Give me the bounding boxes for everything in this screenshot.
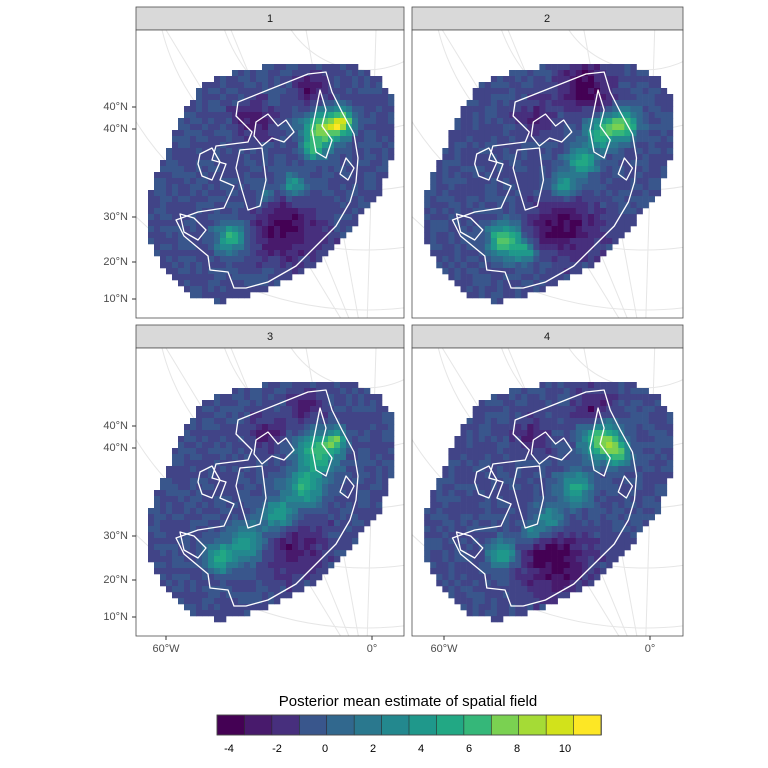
colorbar-tick-label: 2 — [370, 743, 376, 755]
colorbar-swatches — [216, 714, 602, 736]
colorbar-tick-label: 8 — [514, 743, 520, 755]
panel-border-3 — [135, 347, 405, 637]
lon-label-60w: 60°W — [152, 643, 180, 655]
facet-strip-label-1: 1 — [267, 13, 273, 25]
lon-label-0: 0° — [645, 643, 656, 655]
facet-panel-2: 2 — [411, 6, 684, 319]
legend-title: Posterior mean estimate of spatial field — [279, 693, 537, 710]
lat-label-40n-lower: 40°N — [103, 442, 128, 454]
colorbar-tick-label: 10 — [559, 743, 571, 755]
lat-label-10n: 10°N — [103, 293, 128, 305]
lat-label-40n-lower: 40°N — [103, 123, 128, 135]
longitude-axis-right: 60°W 0° — [430, 643, 655, 655]
lat-label-40n-upper: 40°N — [103, 420, 128, 432]
latitude-axis-top: 40°N 40°N 30°N 20°N 10°N — [103, 101, 128, 305]
facet-strip-label-4: 4 — [544, 331, 550, 343]
panel-border-1 — [135, 29, 405, 319]
panel-border-2 — [411, 29, 684, 319]
facet-panel-3: 3 — [135, 324, 405, 637]
lat-label-20n: 20°N — [103, 256, 128, 268]
lat-label-20n: 20°N — [103, 574, 128, 586]
facet-panel-4: 4 — [411, 324, 684, 637]
panel-border-4 — [411, 347, 684, 637]
facet-panel-1: 1 — [135, 6, 405, 319]
spatial-field-1 — [148, 64, 395, 305]
latitude-axis-bottom: 40°N 40°N 30°N 20°N 10°N — [103, 420, 128, 623]
colorbar-ticks: -4 -2 0 2 4 6 8 10 — [224, 743, 571, 755]
lat-label-30n: 30°N — [103, 211, 128, 223]
lat-label-40n-upper: 40°N — [103, 101, 128, 113]
colorbar-legend: Posterior mean estimate of spatial field… — [216, 693, 602, 755]
coastline-3 — [175, 389, 359, 607]
longitude-axis-left: 60°W 0° — [152, 643, 377, 655]
colorbar-tick-label: -2 — [272, 743, 282, 755]
facet-strip-label-3: 3 — [267, 331, 273, 343]
colorbar-tick-label: 6 — [466, 743, 472, 755]
coastline-4 — [451, 389, 638, 607]
facet-strip-label-2: 2 — [544, 13, 550, 25]
lon-label-0: 0° — [367, 643, 378, 655]
colorbar-frame — [216, 714, 602, 736]
colorbar-tick-label: -4 — [224, 743, 234, 755]
lat-label-30n: 30°N — [103, 530, 128, 542]
lon-label-60w: 60°W — [430, 643, 458, 655]
lat-label-10n: 10°N — [103, 611, 128, 623]
spatial-field-4 — [424, 382, 674, 623]
spatial-field-3 — [148, 382, 395, 623]
axis-tick-marks — [132, 106, 651, 640]
colorbar-tick-label: 4 — [418, 743, 424, 755]
coastline-1 — [175, 71, 359, 289]
coastline-2 — [451, 71, 638, 289]
colorbar-tick-label: 0 — [322, 743, 328, 755]
